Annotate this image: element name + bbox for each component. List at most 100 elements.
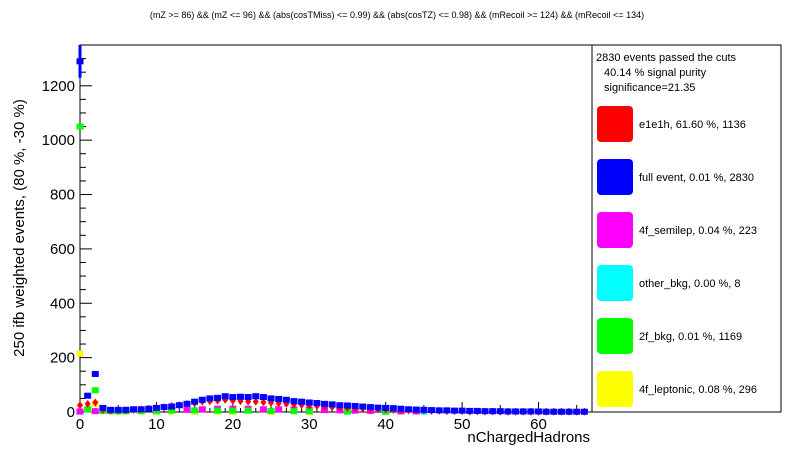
data-point-full-event	[259, 394, 267, 401]
data-point-full-event	[374, 404, 382, 411]
data-point-full-event	[366, 404, 374, 411]
data-point-full-event	[122, 406, 130, 413]
data-point-full-event	[84, 392, 92, 399]
data-point-2f-bkg	[267, 407, 275, 414]
data-point-full-event	[229, 394, 237, 401]
data-marks	[76, 45, 588, 416]
data-point-full-event	[290, 398, 298, 405]
data-point-e1e1h	[92, 398, 99, 407]
data-point-full-event	[267, 395, 275, 402]
data-point-full-event	[405, 406, 413, 413]
data-point-e1e1h	[77, 401, 83, 410]
data-point-full-event	[481, 408, 489, 415]
data-point-full-event	[458, 407, 466, 414]
data-point-full-event	[557, 408, 565, 415]
data-point-2f-bkg	[191, 407, 199, 414]
data-point-full-event	[512, 408, 520, 415]
legend-header-line: 40.14 % signal purity	[604, 67, 707, 79]
data-point-full-event	[305, 399, 313, 406]
data-point-full-event	[114, 406, 122, 413]
legend-label-full-event: full event, 0.01 %, 2830	[639, 172, 754, 184]
data-point-full-event	[565, 408, 573, 415]
data-point-4f-semilep	[183, 406, 191, 413]
data-point-2f-bkg	[229, 407, 237, 414]
data-point-4f-semilep	[275, 406, 283, 413]
data-point-full-event	[443, 407, 451, 414]
data-point-full-event	[336, 402, 344, 409]
y-tick-label: 1000	[42, 132, 75, 149]
data-point-full-event	[542, 408, 550, 415]
data-point-full-event	[504, 408, 512, 415]
data-point-full-event	[351, 403, 359, 410]
y-tick-label: 200	[50, 350, 75, 367]
data-point-full-event	[519, 408, 527, 415]
data-point-full-event	[527, 408, 535, 415]
legend: 2830 events passed the cuts 40.14 % signa…	[591, 44, 782, 413]
data-point-full-event	[198, 396, 206, 403]
data-point-full-event	[99, 404, 107, 411]
legend-swatch-4f-leptonic	[597, 371, 633, 407]
legend-swatch-4f-semilep	[597, 212, 633, 248]
data-point-full-event	[435, 407, 443, 414]
x-tick-label: 40	[377, 416, 394, 433]
legend-label-other-bkg: other_bkg, 0.00 %, 8	[639, 278, 741, 290]
data-point-e1e1h	[260, 398, 267, 407]
data-point-full-event	[183, 400, 191, 407]
series-2f-bkg	[76, 123, 390, 415]
data-point-e1e1h	[252, 397, 259, 406]
y-tick-label: 600	[50, 241, 75, 258]
chart-title: (mZ >= 86) && (mZ <= 96) && (abs(cosTMis…	[150, 10, 644, 20]
data-point-full-event	[397, 405, 405, 412]
data-point-full-event	[496, 408, 504, 415]
data-point-2f-bkg	[244, 407, 252, 414]
x-tick-label: 10	[148, 416, 165, 433]
data-point-e1e1h	[84, 399, 91, 408]
data-point-full-event	[206, 395, 214, 402]
data-point-4f-semilep	[91, 408, 99, 415]
y-tick-label: 800	[50, 187, 75, 204]
data-point-full-event	[580, 408, 588, 415]
data-point-full-event	[298, 398, 306, 405]
data-point-full-event	[175, 402, 183, 409]
data-point-full-event	[160, 404, 168, 411]
data-point-full-event	[168, 403, 176, 410]
x-tick-label: 50	[454, 416, 471, 433]
data-point-full-event	[145, 405, 153, 412]
data-point-full-event	[359, 403, 367, 410]
data-point-full-event	[343, 402, 351, 409]
data-point-full-event	[389, 405, 397, 412]
data-point-full-event	[382, 404, 390, 411]
data-point-full-event	[236, 393, 244, 400]
legend-label-2f-bkg: 2f_bkg, 0.01 %, 1169	[639, 331, 742, 343]
data-point-full-event	[550, 408, 558, 415]
data-point-full-event	[214, 394, 222, 401]
data-point-full-event	[450, 407, 458, 414]
legend-swatch-full-event	[597, 159, 633, 195]
x-tick-label: 30	[301, 416, 318, 433]
x-tick-label: 20	[224, 416, 241, 433]
data-point-full-event	[466, 407, 474, 414]
data-point-full-event	[573, 408, 581, 415]
data-point-full-event	[129, 406, 137, 413]
y-tick-label: 0	[67, 404, 75, 421]
data-point-2f-bkg	[91, 387, 99, 394]
data-point-full-event	[412, 406, 420, 413]
y-tick-label: 1200	[42, 78, 75, 95]
data-point-full-event	[191, 398, 199, 405]
data-point-full-event	[420, 406, 428, 413]
data-point-full-event	[321, 400, 329, 407]
data-point-full-event	[473, 407, 481, 414]
legend-label-4f-semilep: 4f_semilep, 0.04 %, 223	[639, 225, 757, 237]
data-point-2f-bkg	[214, 407, 222, 414]
legend-header-line: 2830 events passed the cuts	[596, 52, 737, 64]
data-point-full-event	[428, 407, 436, 414]
data-point-2f-bkg	[76, 123, 84, 130]
data-point-full-event	[244, 394, 252, 401]
plot-border	[79, 44, 593, 413]
data-point-full-event	[535, 408, 543, 415]
data-point-4f-semilep	[198, 406, 206, 413]
data-point-full-event	[107, 406, 115, 413]
data-point-4f-semilep	[76, 408, 84, 415]
y-axis: 0 200 400 600 800 1000 1200	[42, 44, 92, 421]
